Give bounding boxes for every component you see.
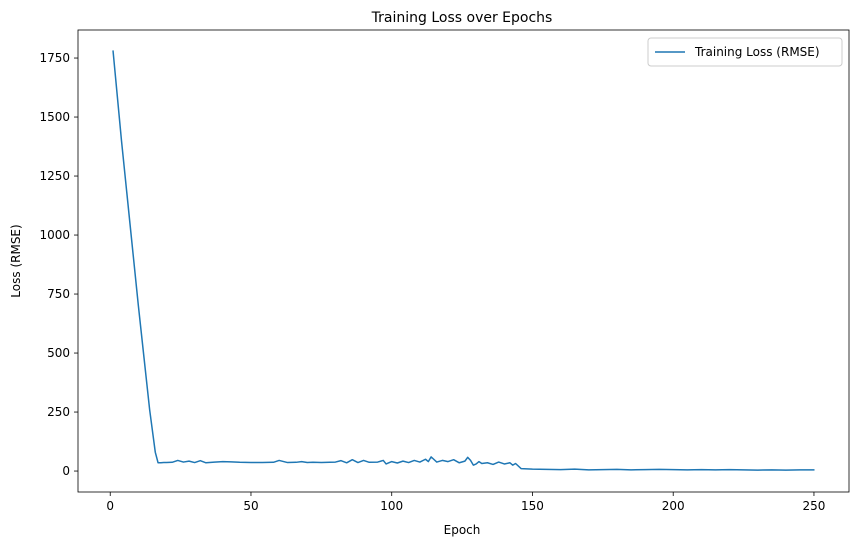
y-axis-label: Loss (RMSE) xyxy=(9,224,23,297)
y-tick-label: 1000 xyxy=(39,228,70,242)
plot-frame xyxy=(77,29,850,493)
x-tick-label: 0 xyxy=(106,499,114,513)
x-tick-label: 250 xyxy=(803,499,826,513)
series-layer xyxy=(112,50,815,471)
x-axis-label: Epoch xyxy=(444,523,481,537)
legend-box xyxy=(647,37,843,67)
x-tick-label: 100 xyxy=(380,499,403,513)
y-tick-label: 250 xyxy=(47,405,70,419)
legend-label: Training Loss (RMSE) xyxy=(694,45,820,59)
x-tick-label: 50 xyxy=(243,499,258,513)
y-tick-label: 1250 xyxy=(39,169,70,183)
legend: Training Loss (RMSE) xyxy=(647,37,843,67)
y-tick-label: 500 xyxy=(47,346,70,360)
x-axis: 0 50 100 150 200 250 xyxy=(106,492,825,513)
y-tick-label: 1750 xyxy=(39,51,70,65)
chart-title: Training Loss over Epochs xyxy=(371,10,553,26)
y-tick-label: 1500 xyxy=(39,110,70,124)
x-tick-label: 150 xyxy=(521,499,544,513)
y-tick-label: 750 xyxy=(47,287,70,301)
x-tick-label: 200 xyxy=(662,499,685,513)
series-line xyxy=(112,50,815,471)
y-axis: 0 250 500 750 1000 1250 1500 1750 xyxy=(39,51,78,478)
y-tick-label: 0 xyxy=(62,464,70,478)
